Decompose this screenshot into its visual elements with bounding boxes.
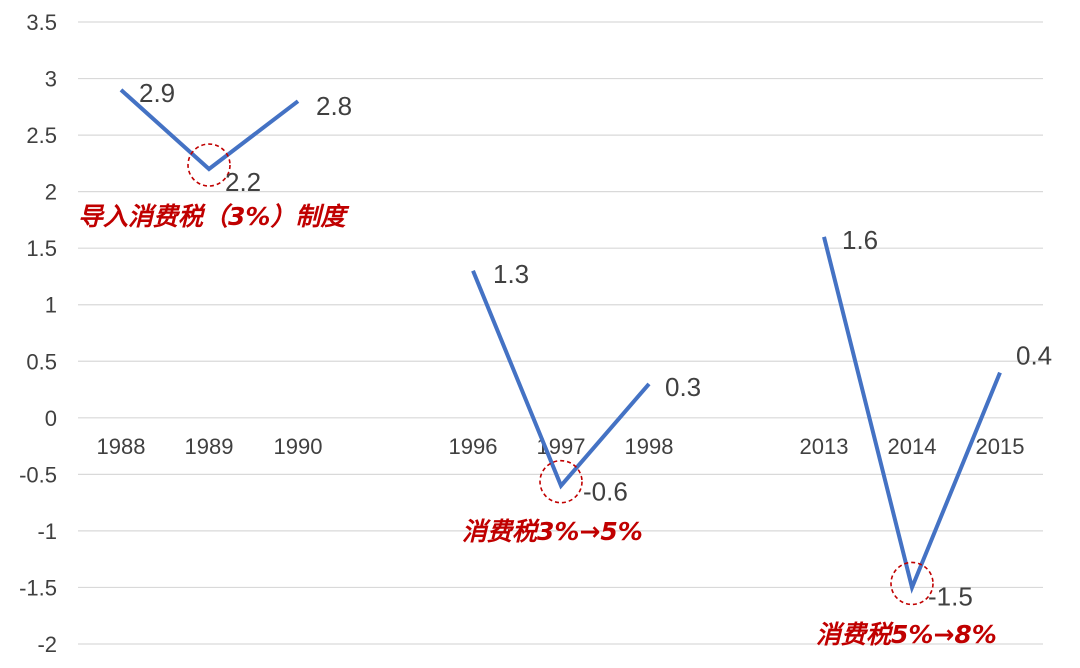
x-category-label: 1990 [274,434,323,459]
gridlines [78,21,1043,645]
y-tick-label: 0 [45,406,57,431]
event-annotation: 导入消费税（3%）制度 [78,202,349,231]
highlight-circle [539,459,583,504]
series-line-segment [471,270,651,490]
y-axis-tick-labels: 3.5 3 2.5 2 1.5 1 0.5 0 -0.5 -1 -1.5 -2 [19,10,57,657]
y-tick-label: 0.5 [26,349,57,374]
event-annotation: 消费税3%→5% [462,517,643,546]
data-label: -1.5 [928,581,973,611]
x-category-label: 1998 [625,434,674,459]
data-series [119,88,1002,594]
y-tick-label: 1.5 [26,236,57,261]
highlight-circles [187,143,934,606]
x-category-label: 1996 [449,434,498,459]
series-line-segment [822,236,1002,594]
x-category-label: 2013 [800,434,849,459]
y-tick-label: 2 [45,180,57,205]
data-label: 0.4 [1016,341,1052,371]
highlight-circle [890,561,934,606]
data-label: 0.3 [665,372,701,402]
y-tick-label: -2 [37,632,57,657]
x-category-label: 1989 [185,434,234,459]
data-label: 2.8 [316,91,352,121]
data-label: 1.3 [493,259,529,289]
y-tick-label: -0.5 [19,462,57,487]
data-label: 2.9 [139,78,175,108]
data-labels: 2.9 2.2 2.8 1.3 -0.6 0.3 1.6 -1.5 0.4 [139,78,1052,612]
y-tick-label: 3 [45,67,57,92]
data-label: 1.6 [842,225,878,255]
y-tick-label: 3.5 [26,10,57,35]
series-line-segment [119,88,300,172]
y-tick-label: -1 [37,519,57,544]
x-category-label: 1988 [97,434,146,459]
x-category-label: 2015 [976,434,1025,459]
event-annotation: 消费税5%→8% [816,620,997,649]
y-tick-label: 2.5 [26,123,57,148]
x-axis-category-labels: 1988 1989 1990 1996 1997 1998 2013 2014 2015 [97,434,1025,459]
data-label: 2.2 [225,167,261,197]
y-tick-label: 1 [45,293,57,318]
data-label: -0.6 [583,477,628,507]
y-tick-label: -1.5 [19,575,57,600]
highlight-circle [187,143,231,187]
x-category-label: 2014 [888,434,937,459]
